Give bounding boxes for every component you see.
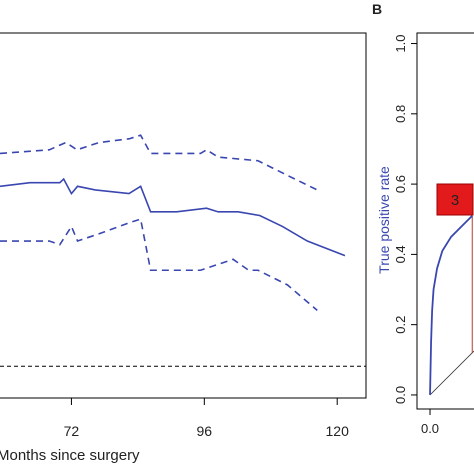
x-tick-label: 120 xyxy=(326,423,350,439)
y-tick-label: 0.4 xyxy=(393,245,408,263)
roc-curve xyxy=(429,215,473,395)
y-tick-label: 1.0 xyxy=(393,35,408,53)
y-tick-label: 0.0 xyxy=(393,386,408,404)
y-tick-label: 0.2 xyxy=(393,316,408,334)
confidence-band xyxy=(0,134,318,191)
x-tick-label: 96 xyxy=(197,423,213,439)
estimate-line xyxy=(0,177,346,257)
diagonal xyxy=(429,350,474,396)
confidence-band xyxy=(0,218,318,312)
annotation-text: 3 xyxy=(451,192,459,209)
plot-frame xyxy=(416,32,474,410)
x-tick-label: 72 xyxy=(64,423,80,439)
x-axis-label: Months since surgery xyxy=(0,447,140,464)
x-tick-label: 0.0 xyxy=(421,421,439,436)
y-axis-label: True positive rate xyxy=(376,166,392,274)
y-tick-label: 0.8 xyxy=(393,105,408,123)
y-tick-label: 0.6 xyxy=(393,175,408,193)
annotation-box xyxy=(436,183,474,216)
panel-label: B xyxy=(372,1,382,17)
plot-frame xyxy=(0,32,367,399)
